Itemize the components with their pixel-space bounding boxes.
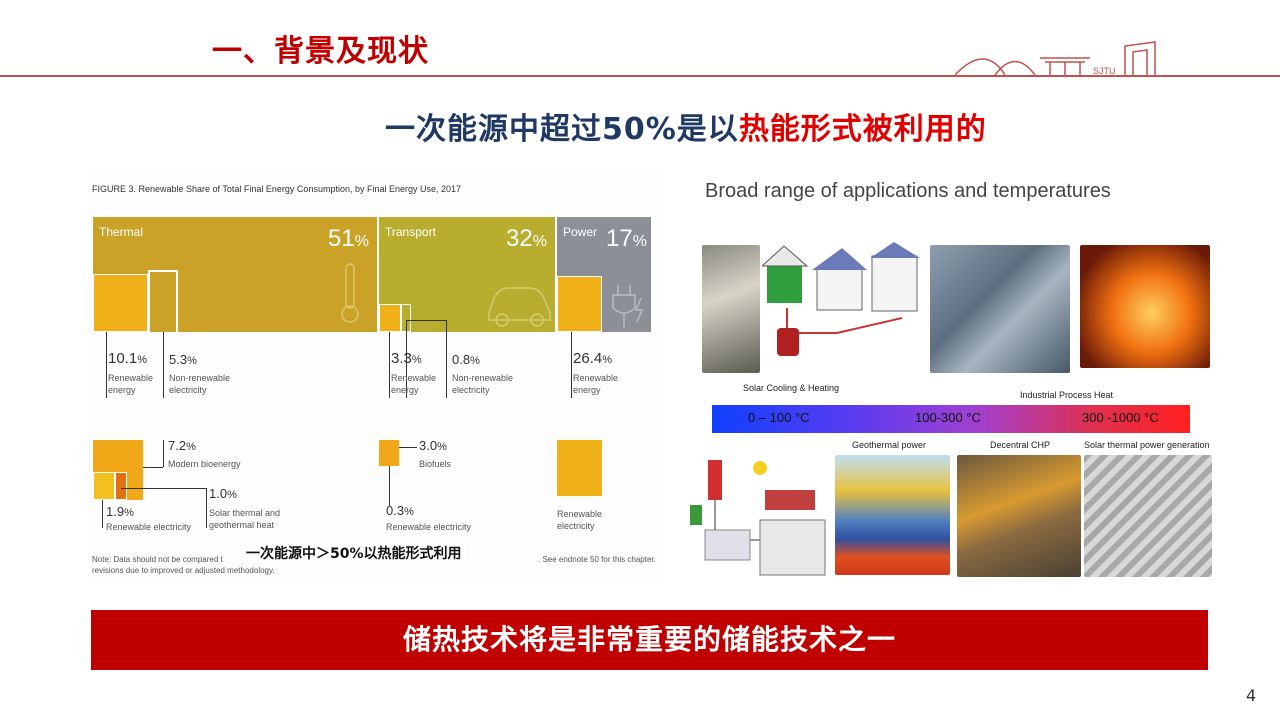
power-renew-elec-block [557, 440, 602, 496]
overlay-note: 一次能源中＞50%以热能形式利用 [243, 543, 465, 563]
solar-field-photo [1084, 455, 1212, 577]
car-icon [488, 287, 551, 327]
power-renewable-value: 26.4% [573, 350, 612, 367]
temp-high: 300 -1000 °C [1082, 410, 1159, 425]
power-renew-elec-desc: Renewable electricity [557, 509, 603, 531]
solar-house-diagram [762, 242, 920, 356]
thermal-renew-elec-block [93, 472, 115, 500]
thermal-pct: 51% [328, 225, 369, 252]
caption-geothermal: Geothermal power [852, 440, 927, 450]
plug-icon [612, 285, 644, 328]
thermometer-icon [341, 263, 359, 323]
power-renewable-desc: Renewable energy [573, 373, 619, 395]
caption-solar-cooling: Solar Cooling & Heating [743, 383, 840, 393]
power-pct: 17% [606, 225, 647, 252]
thermal-renew-elec-value: 1.9% [106, 504, 134, 519]
renewable-share-figure: FIGURE 3. Renewable Share of Total Final… [88, 170, 658, 582]
title-rule [0, 75, 1280, 77]
temperature-bar: 0 – 100 °C 100-300 °C 300 -1000 °C [712, 405, 1190, 433]
power-renewable-block [557, 276, 602, 332]
solar-thermal-schematic [690, 460, 826, 576]
thermal-renewable-block [93, 274, 148, 332]
chp-plant-photo [957, 455, 1081, 577]
biofuels-desc: Biofuels [419, 459, 452, 469]
subtitle-part2: 热能形式被利用的 [738, 112, 987, 147]
biofuels-block [379, 440, 399, 466]
svg-text:SJTU: SJTU [1093, 66, 1116, 76]
figure-caption: FIGURE 3. Renewable Share of Total Final… [92, 184, 462, 194]
thermal-renewable-desc: Renewable energy [108, 373, 154, 395]
caption-decentral-chp: Decentral CHP [990, 440, 1051, 450]
transport-pct: 32% [506, 225, 547, 252]
solar-thermal-desc: Solar thermal and geothermal heat [209, 508, 281, 530]
transport-nonrenewable-value: 0.8% [452, 352, 480, 367]
solar-equipment-photo [702, 245, 760, 373]
subtitle: 一次能源中超过50%是以热能形式被利用的 [385, 104, 987, 148]
modern-bioenergy-desc: Modern bioenergy [168, 459, 241, 469]
transport-renewable-desc: Renewable energy [391, 373, 437, 395]
industrial-pipes-photo [930, 245, 1070, 373]
molten-metal-photo [1080, 245, 1210, 368]
transport-renew-elec-value: 0.3% [386, 503, 414, 518]
thermal-renewable-value: 10.1% [108, 350, 147, 367]
power-label: Power [563, 225, 598, 239]
solar-thermal-block [115, 472, 127, 500]
thermal-nonrenewable-block [148, 270, 178, 332]
transport-renew-elec-desc: Renewable electricity [386, 522, 472, 532]
key-message-banner: 储热技术将是非常重要的储能技术之一 [91, 610, 1208, 670]
page-number: 4 [1246, 686, 1257, 705]
modern-bioenergy-value: 7.2% [168, 438, 196, 453]
thermal-label: Thermal [99, 225, 144, 239]
thermal-nonrenewable-desc: Non-renewable electricity [169, 373, 231, 395]
sjtu-logo: SJTU [955, 41, 1185, 77]
slide-title: 一、背景及现状 [212, 34, 429, 69]
transport-renewable-block [379, 304, 401, 332]
biofuels-value: 3.0% [419, 438, 447, 453]
solar-thermal-value: 1.0% [209, 486, 237, 501]
caption-solar-thermal-power: Solar thermal power generation [1084, 440, 1210, 450]
temp-low: 0 – 100 °C [748, 410, 810, 425]
figure-note-left: Note: Data should not be compared t revis… [92, 555, 275, 575]
subtitle-part1: 一次能源中超过50%是以 [385, 112, 739, 147]
applications-title: Broad range of applications and temperat… [705, 180, 1111, 202]
thermal-nonrenewable-value: 5.3% [169, 352, 197, 367]
caption-industrial-heat: Industrial Process Heat [1020, 390, 1114, 400]
temp-mid: 100-300 °C [915, 410, 981, 425]
figure-note-right: . See endnote 50 for this chapter. [538, 555, 656, 564]
transport-nonrenewable-desc: Non-renewable electricity [452, 373, 514, 395]
transport-renewable-value: 3.3% [391, 350, 422, 367]
transport-label: Transport [385, 225, 436, 239]
geothermal-diagram [835, 455, 950, 575]
thermal-renew-elec-desc: Renewable electricity [106, 522, 192, 532]
